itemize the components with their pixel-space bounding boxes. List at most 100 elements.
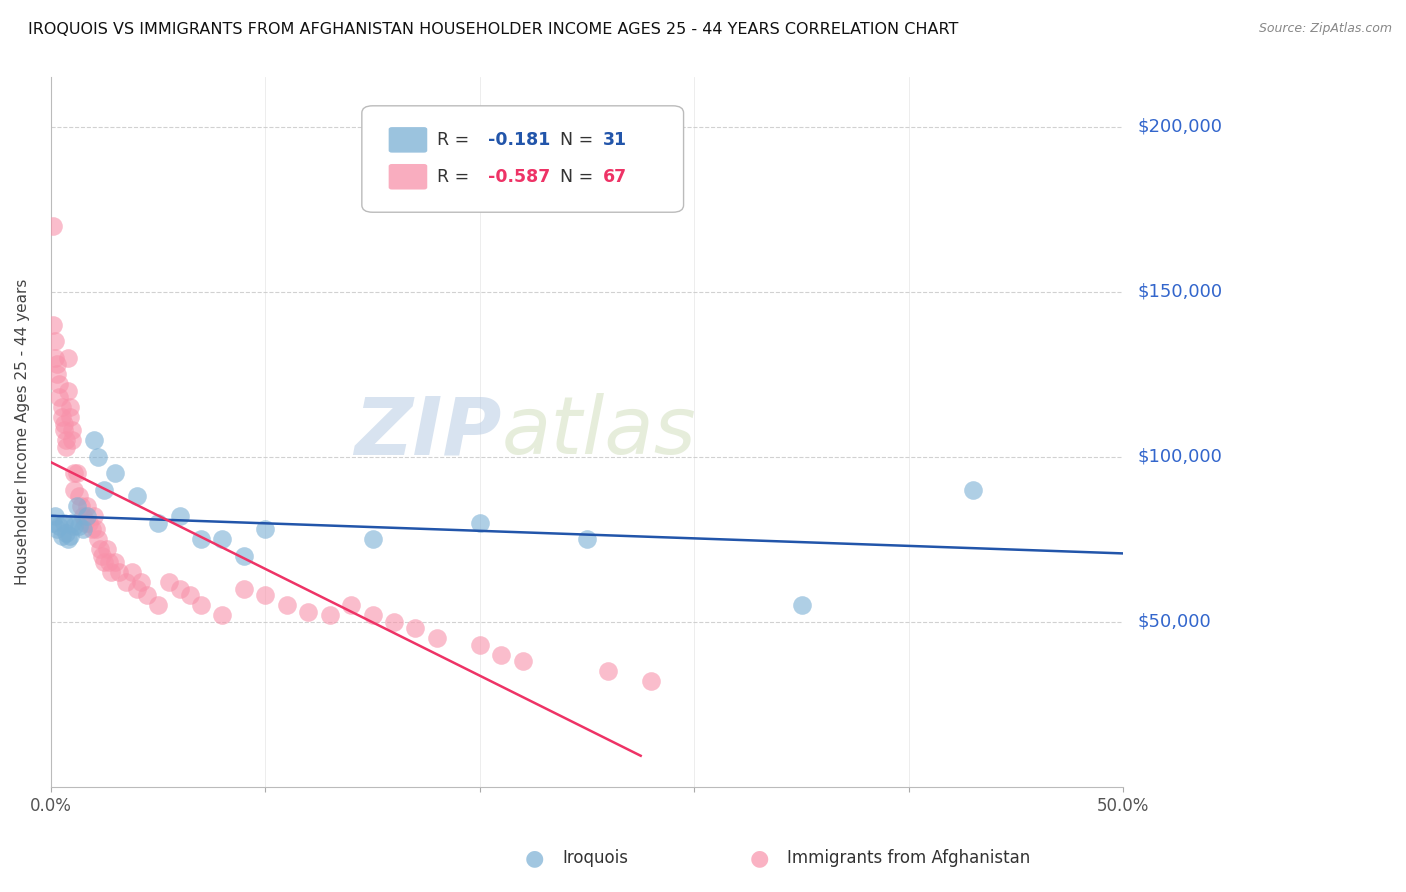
Point [468, 638, 491, 652]
Text: $100,000: $100,000 [1137, 448, 1222, 466]
Point [56, 384, 79, 398]
Point [115, 575, 138, 590]
Text: $50,000: $50,000 [1137, 613, 1211, 631]
Point [340, 599, 363, 613]
Point [63, 467, 86, 481]
Point [83, 434, 105, 448]
Point [136, 589, 159, 603]
Point [56, 351, 79, 365]
Point [190, 533, 212, 547]
Y-axis label: Householder Income Ages 25 - 44 years: Householder Income Ages 25 - 44 years [15, 279, 30, 585]
Point [67, 490, 90, 504]
Point [468, 516, 491, 530]
Point [297, 605, 319, 619]
Text: Source: ZipAtlas.com: Source: ZipAtlas.com [1258, 22, 1392, 36]
Point [108, 566, 131, 580]
Point [48, 377, 70, 392]
Point [42, 516, 65, 530]
Text: 67: 67 [603, 168, 627, 186]
Text: 31: 31 [603, 131, 627, 149]
Point [55, 525, 77, 540]
Text: IROQUOIS VS IMMIGRANTS FROM AFGHANISTAN HOUSEHOLDER INCOME AGES 25 - 44 YEARS CO: IROQUOIS VS IMMIGRANTS FROM AFGHANISTAN … [28, 22, 959, 37]
Point [146, 516, 169, 530]
Point [576, 533, 599, 547]
Text: ●: ● [749, 848, 769, 868]
Text: atlas: atlas [502, 393, 696, 471]
Point [361, 533, 384, 547]
Point [254, 589, 277, 603]
Text: ZIP: ZIP [354, 393, 502, 471]
Point [91, 549, 114, 563]
Point [232, 582, 254, 596]
Text: R =: R = [437, 131, 475, 149]
Text: ●: ● [524, 848, 544, 868]
Point [51, 410, 73, 425]
Point [361, 608, 384, 623]
Point [56, 533, 79, 547]
Point [72, 523, 94, 537]
Point [44, 509, 66, 524]
Point [89, 542, 111, 557]
Point [72, 509, 94, 524]
Point [640, 674, 662, 689]
Text: $200,000: $200,000 [1137, 118, 1222, 136]
Point [75, 516, 97, 530]
Point [104, 556, 127, 570]
Point [93, 556, 115, 570]
Point [491, 648, 513, 662]
Point [157, 575, 180, 590]
Point [70, 500, 93, 514]
Point [179, 589, 201, 603]
Point [83, 509, 105, 524]
Point [76, 509, 98, 524]
Point [59, 529, 82, 543]
Point [46, 358, 69, 372]
Point [55, 434, 77, 448]
Point [104, 467, 127, 481]
Point [121, 566, 143, 580]
Point [63, 519, 86, 533]
Point [962, 483, 984, 497]
Point [129, 575, 152, 590]
Point [52, 424, 75, 438]
Point [426, 632, 449, 646]
Point [146, 599, 169, 613]
Point [512, 655, 534, 669]
Point [59, 401, 82, 415]
Point [125, 582, 148, 596]
Point [211, 608, 233, 623]
Point [382, 615, 405, 629]
Text: N =: N = [560, 168, 599, 186]
Point [87, 450, 110, 464]
Point [60, 434, 83, 448]
FancyBboxPatch shape [388, 164, 427, 189]
Point [51, 529, 73, 543]
Text: R =: R = [437, 168, 475, 186]
FancyBboxPatch shape [361, 106, 683, 212]
Point [52, 417, 75, 431]
Point [52, 516, 75, 530]
Text: N =: N = [560, 131, 599, 149]
Point [80, 523, 103, 537]
Point [44, 351, 66, 365]
Point [87, 533, 110, 547]
Point [46, 368, 69, 382]
Point [97, 556, 120, 570]
Point [67, 519, 90, 533]
Point [63, 483, 86, 497]
Point [84, 523, 107, 537]
Point [44, 334, 66, 349]
Point [65, 500, 87, 514]
Point [169, 509, 191, 524]
Point [96, 542, 118, 557]
Point [254, 523, 277, 537]
Point [190, 599, 212, 613]
Point [318, 608, 340, 623]
Point [276, 599, 298, 613]
Point [404, 622, 426, 636]
Point [79, 516, 101, 530]
Point [211, 533, 233, 547]
Point [46, 523, 69, 537]
Point [598, 665, 620, 679]
Text: -0.181: -0.181 [488, 131, 551, 149]
